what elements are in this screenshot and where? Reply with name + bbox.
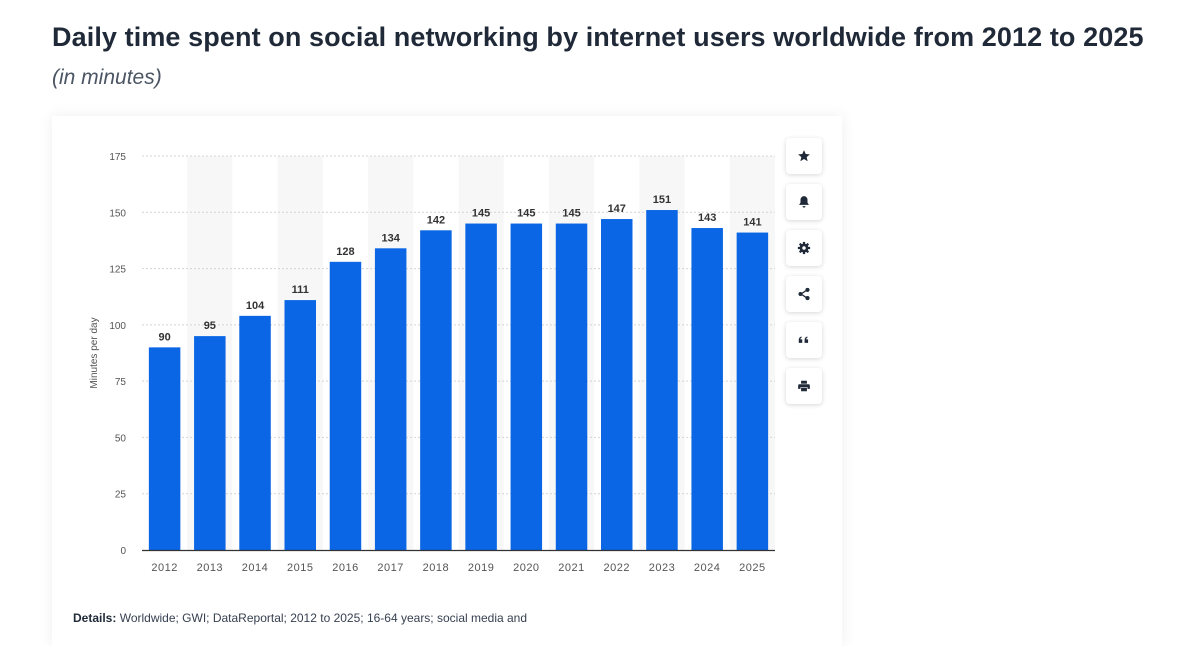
x-tick-label: 2016 [332, 562, 358, 574]
bar [329, 261, 362, 550]
y-tick-label: 75 [115, 377, 127, 388]
bar [555, 223, 588, 550]
data-label: 147 [608, 203, 626, 215]
settings-button[interactable] [786, 230, 822, 266]
gear-icon [797, 241, 811, 255]
y-tick-label: 100 [109, 321, 126, 332]
y-tick-label: 50 [115, 433, 127, 444]
data-label: 141 [743, 217, 761, 229]
bar [194, 336, 226, 550]
data-label: 143 [698, 212, 716, 224]
page-title: Daily time spent on social networking by… [52, 22, 1144, 52]
y-tick-label: 0 [120, 546, 126, 557]
x-tick-label: 2019 [468, 562, 494, 574]
x-tick-label: 2017 [377, 562, 403, 574]
bar [148, 347, 181, 550]
x-tick-label: 2012 [151, 562, 177, 574]
details-label: Details: [73, 611, 117, 625]
bar [239, 315, 271, 550]
y-tick-label: 125 [109, 265, 126, 276]
print-button[interactable] [786, 368, 822, 404]
x-tick-label: 2020 [513, 562, 539, 574]
data-label: 151 [653, 194, 671, 206]
data-label: 145 [472, 208, 490, 220]
x-tick-label: 2018 [423, 562, 449, 574]
data-label: 134 [381, 232, 400, 244]
notification-button[interactable] [786, 184, 822, 220]
print-icon [798, 380, 810, 392]
details-text: Worldwide; GWI; DataReportal; 2012 to 20… [119, 611, 528, 625]
data-label: 104 [246, 300, 265, 312]
y-axis-title: Minutes per day [89, 317, 100, 388]
y-tick-label: 25 [115, 490, 127, 501]
bar [510, 223, 543, 550]
data-label: 142 [427, 214, 445, 226]
x-tick-labels: 2012 2013 2014 2015 2016 2017 2018 2019 2020 2021… [151, 562, 765, 574]
x-tick-label: 2024 [694, 562, 720, 574]
y-tick-labels: 0 25 50 75 100 125 150 175 [109, 152, 126, 557]
bar [646, 210, 678, 550]
data-label: 95 [204, 320, 216, 332]
bar [374, 248, 407, 550]
x-tick-label: 2014 [242, 562, 268, 574]
data-labels: 90 95 104 111 128 134 142 145 145 145 147 151 143 141 [158, 194, 761, 343]
share-icon [798, 287, 810, 301]
y-tick-label: 150 [109, 208, 126, 219]
bar [691, 228, 723, 550]
data-label: 90 [158, 331, 170, 343]
favorite-button[interactable] [786, 138, 822, 174]
x-tick-label: 2022 [604, 562, 630, 574]
y-tick-label: 175 [109, 152, 126, 163]
data-label: 145 [517, 208, 535, 220]
x-tick-label: 2025 [739, 562, 765, 574]
bell-icon [799, 196, 809, 208]
data-label: 128 [336, 246, 354, 258]
bars [148, 210, 769, 550]
bar [736, 232, 769, 550]
bar [465, 223, 497, 550]
data-label: 111 [292, 284, 309, 296]
x-tick-label: 2021 [558, 562, 584, 574]
bar [284, 300, 316, 550]
star-icon [798, 150, 810, 162]
quote-icon [798, 336, 809, 343]
share-button[interactable] [786, 276, 822, 312]
details-note: Details: Worldwide; GWI; DataReportal; 2… [73, 611, 527, 625]
page-subtitle: (in minutes) [52, 66, 162, 89]
x-tick-label: 2015 [287, 562, 313, 574]
cite-button[interactable] [786, 322, 822, 358]
bar [601, 219, 633, 550]
data-label: 145 [562, 208, 580, 220]
x-tick-label: 2013 [197, 562, 223, 574]
bar [420, 230, 452, 550]
bar-chart: 0 25 50 75 100 125 150 175 90 95 104 111 128 134 142 1… [89, 152, 775, 574]
x-tick-label: 2023 [649, 562, 675, 574]
